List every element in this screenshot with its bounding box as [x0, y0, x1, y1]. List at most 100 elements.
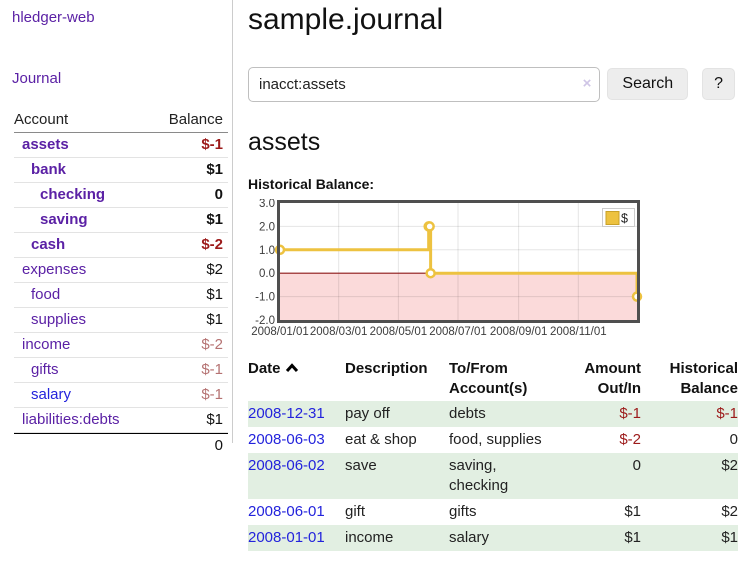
app-title-link[interactable]: hledger-web: [12, 9, 95, 26]
account-link-expenses[interactable]: expenses: [22, 261, 87, 278]
account-balance: $-1: [201, 361, 223, 378]
account-balance: $1: [206, 211, 223, 228]
accounts-cell: salary: [449, 529, 490, 546]
register-row: 2008-01-01 income salary $1 $1: [248, 525, 738, 551]
x-axis-tick: 2008/01/01: [251, 326, 309, 338]
x-axis-tick: 2008/05/01: [370, 326, 428, 338]
search-bar: × Search ?: [248, 66, 735, 102]
data-point-marker: [424, 221, 435, 232]
description-cell: eat & shop: [345, 431, 417, 448]
y-axis-tick: -1.0: [255, 292, 275, 304]
y-axis-tick: 1.0: [259, 245, 275, 257]
balance-cell: $-1: [716, 405, 738, 422]
register-header-row: Date Description To/From Account(s) Amou…: [248, 357, 738, 401]
account-balance: $-2: [201, 236, 223, 253]
sidebar-account-row: cash $-2: [14, 233, 228, 258]
sidebar-account-row: saving $1: [14, 208, 228, 233]
accounts-cell: saving, checking: [449, 457, 509, 494]
description-cell: gift: [345, 503, 366, 520]
account-heading: assets: [248, 128, 321, 156]
col-header-date[interactable]: Date: [248, 357, 345, 401]
description-cell: pay off: [345, 405, 390, 422]
y-axis-tick: 3.0: [259, 199, 275, 210]
clear-search-icon[interactable]: ×: [582, 74, 592, 92]
accounts-header-balance: Balance: [168, 111, 223, 128]
sidebar-item-journal[interactable]: Journal: [12, 70, 62, 87]
date-link[interactable]: 2008-06-01: [248, 503, 325, 520]
account-link-income[interactable]: income: [22, 336, 71, 353]
col-header-balance: Historical Balance: [669, 360, 738, 397]
account-balance: $1: [206, 311, 223, 328]
sidebar-account-row: expenses $2: [14, 258, 228, 283]
accounts-cell: debts: [449, 405, 486, 422]
y-axis-tick: 0.0: [259, 268, 275, 280]
description-cell: income: [345, 529, 394, 546]
date-link[interactable]: 2008-01-01: [248, 529, 325, 546]
account-link-saving[interactable]: saving: [40, 211, 88, 228]
legend-label: $: [621, 212, 628, 226]
balance-cell: $1: [721, 529, 738, 546]
account-balance: $-2: [201, 336, 223, 353]
account-link-salary[interactable]: salary: [31, 386, 72, 403]
account-balance: $-1: [201, 386, 223, 403]
register-row: 2008-06-02 save saving, checking 0 $2: [248, 453, 738, 499]
sort-ascending-icon: [285, 363, 298, 373]
amount-cell: 0: [632, 457, 641, 474]
x-axis-tick: 2008/07/01: [429, 326, 487, 338]
accounts-tree: Account Balance assets $-1 bank $1 checking 0…: [14, 107, 228, 458]
register-table: Date Description To/From Account(s) Amou…: [248, 357, 738, 551]
sidebar-account-row: income $-2: [14, 333, 228, 358]
account-balance: $1: [206, 286, 223, 303]
account-balance: $1: [206, 161, 223, 178]
accounts-total-balance: 0: [214, 437, 223, 454]
account-link-gifts[interactable]: gifts: [31, 361, 59, 378]
amount-cell: $1: [624, 529, 641, 546]
account-link-assets[interactable]: assets: [22, 136, 69, 153]
help-button[interactable]: ?: [702, 68, 735, 100]
sidebar-account-row: bank $1: [14, 158, 228, 183]
amount-cell: $1: [624, 503, 641, 520]
y-axis-tick: 2.0: [259, 221, 275, 233]
account-link-bank[interactable]: bank: [31, 161, 67, 178]
account-link-liabilities-debts[interactable]: liabilities:debts: [22, 411, 120, 428]
accounts-cell: food, supplies: [449, 431, 542, 448]
accounts-cell: gifts: [449, 503, 477, 520]
sidebar-account-row: salary $-1: [14, 383, 228, 408]
account-balance: 0: [214, 186, 223, 203]
search-button[interactable]: Search: [607, 68, 689, 100]
register-row: 2008-06-01 gift gifts $1 $2: [248, 499, 738, 525]
accounts-header: Account Balance: [14, 107, 228, 133]
account-link-food[interactable]: food: [31, 286, 61, 303]
register-row: 2008-06-03 eat & shop food, supplies $-2 0: [248, 427, 738, 453]
sidebar-account-row: gifts $-1: [14, 358, 228, 383]
accounts-total-row: 0: [14, 433, 228, 458]
sidebar-account-row: supplies $1: [14, 308, 228, 333]
col-header-description: Description: [345, 360, 428, 377]
search-input[interactable]: [248, 66, 601, 102]
account-link-checking[interactable]: checking: [40, 186, 106, 203]
legend-swatch: [605, 211, 620, 225]
date-link[interactable]: 2008-12-31: [248, 405, 325, 422]
data-point-marker: [425, 267, 436, 279]
account-balance: $1: [206, 411, 223, 428]
balance-cell: 0: [729, 431, 738, 448]
balance-cell: $2: [721, 503, 738, 520]
sidebar-account-row: checking 0: [14, 183, 228, 208]
balance-chart: $3.0 2.0 1.0 0.0 -1.0 -2.0 2008/01/01 2008/03/0…: [248, 198, 742, 341]
sidebar: hledger-web Journal Account Balance asse…: [0, 0, 233, 454]
account-link-cash[interactable]: cash: [31, 236, 66, 253]
account-link-supplies[interactable]: supplies: [31, 311, 87, 328]
page-title: sample.journal: [248, 3, 444, 36]
balance-cell: $2: [721, 457, 738, 474]
account-balance: $2: [206, 261, 223, 278]
x-axis-tick: 2008/03/01: [310, 326, 368, 338]
date-link[interactable]: 2008-06-02: [248, 457, 325, 474]
x-axis-tick: 2008/09/01: [490, 326, 548, 338]
main-content: sample.journal × Search ? assets Histori…: [234, 0, 742, 551]
accounts-header-account: Account: [14, 111, 69, 128]
x-axis-tick: 2008/11/01: [550, 326, 607, 338]
date-link[interactable]: 2008-06-03: [248, 431, 325, 448]
sidebar-account-row: liabilities:debts $1: [14, 408, 228, 433]
sidebar-account-row: food $1: [14, 283, 228, 308]
